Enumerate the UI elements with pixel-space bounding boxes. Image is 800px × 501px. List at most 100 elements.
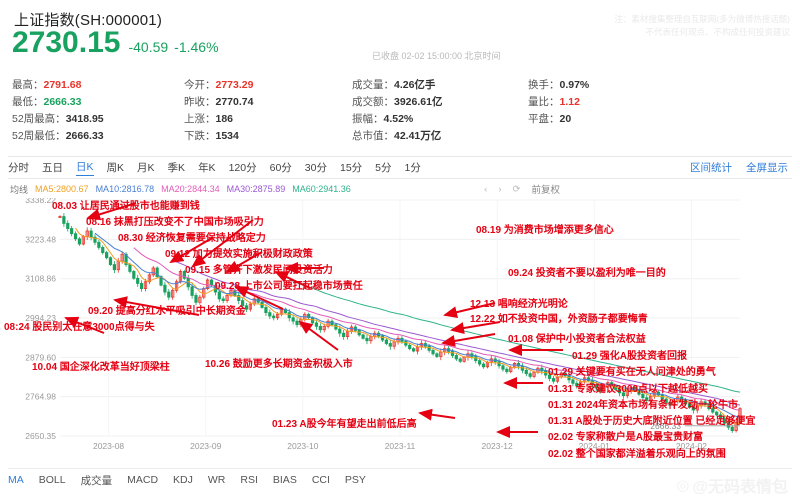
prev-page-icon[interactable]: ‹ [484,183,488,195]
stat-cell: 52周最低：2666.33 [12,129,184,144]
indicator-KDJ[interactable]: KDJ [173,474,193,486]
chart-annotation: 09.24 投资者不要以盈利为唯一目的 [508,268,666,279]
svg-text:3108.86: 3108.86 [25,274,56,284]
chart-annotation: 01.08 保护中小投资者合法权益 [508,334,646,345]
weibo-watermark: ◎ @无码表情包 [676,473,788,497]
weibo-icon: ◎ [676,477,690,494]
period-tab-5分[interactable]: 5分 [375,162,392,174]
chart-annotation: 12.22 如不投资中国，外资肠子都要悔青 [470,314,648,325]
stat-cell: 总市值：42.41万亿 [352,129,528,144]
ma-legend-label: 均线 [10,184,29,195]
chart-annotation: 01.31 A股处于历史大底附近位置 已经足够便宜 [548,416,756,427]
stat-label: 今开： [184,79,216,91]
stat-value: 20 [559,113,572,125]
ma-legend-item: MA60:2941.36 [292,184,351,194]
svg-text:2024-02: 2024-02 [676,441,707,451]
svg-text:2023-12: 2023-12 [482,441,513,451]
range-stats-link[interactable]: 区间统计 [690,162,732,174]
period-tab-15分[interactable]: 15分 [339,162,363,174]
toolbar-right-links: 区间统计 全屏显示 [676,160,788,175]
stat-value: 3926.61亿 [394,96,443,108]
indicator-BOLL[interactable]: BOLL [38,474,66,486]
watermark-text: @无码表情包 [692,479,788,496]
stat-value: 2791.68 [43,79,82,91]
svg-text:2764.98: 2764.98 [25,392,56,402]
period-tab-分时[interactable]: 分时 [8,162,29,174]
period-tab-120分[interactable]: 120分 [228,162,257,174]
ma-legend-item: MA30:2875.89 [226,184,286,194]
next-page-icon[interactable]: › [498,183,502,195]
ma-legend-row: 均线 MA5:2800.67 MA10:2816.78 MA20:2844.34 MA… [10,182,792,196]
stat-cell: 成交量：4.26亿手 [352,78,528,93]
period-tab-五日[interactable]: 五日 [42,162,63,174]
chart-annotation: 01.31 2024年资本市场有条件发动一轮牛市 [548,400,739,411]
stat-value: 0.97% [559,79,590,91]
chart-annotation: 10.26 鼓励更多长期资金积极入市 [205,359,353,370]
period-tab-月K[interactable]: 月K [137,162,155,174]
chart-controls: ‹ › ⟳ 前复权 [484,182,560,197]
quote-stats-grid: 最高：2791.68 今开：2773.29 成交量：4.26亿手 换手：0.97% 最低… [12,78,792,144]
period-tab-1分[interactable]: 1分 [404,162,421,174]
ma-legend-item: MA20:2844.34 [161,184,220,194]
stat-label: 上涨： [184,113,216,125]
stat-cell: 昨收：2770.74 [184,95,352,110]
chart-annotation: 09.12 加力提效实施积极财政政策 [165,249,313,260]
adjust-mode-label[interactable]: 前复权 [531,185,560,196]
svg-text:2879.60: 2879.60 [25,352,56,362]
stat-value: 42.41万亿 [394,130,442,142]
chart-annotation: 01.29 关键要有买在无人问津处的勇气 [548,367,716,378]
stat-value: 3418.95 [65,113,104,125]
chart-annotation: 02.02 整个国家都洋溢着乐观向上的氛围 [548,449,726,460]
chart-annotation: 08.16 抹黑打压改变不了中国市场吸引力 [86,217,264,228]
stat-label: 换手： [528,79,560,91]
indicator-BIAS[interactable]: BIAS [272,474,297,486]
indicator-成交量[interactable]: 成交量 [80,474,113,487]
market-status: 已收盘 02-02 15:00:00 北京时间 [372,51,501,61]
refresh-icon[interactable]: ⟳ [512,183,521,195]
price-block: 2730.15 -40.59 -1.46% [12,28,219,58]
indicator-MA[interactable]: MA [8,474,24,486]
period-tab-季K[interactable]: 季K [167,162,186,174]
period-tab-年K[interactable]: 年K [198,162,216,174]
indicator-PSY[interactable]: PSY [344,474,366,486]
stat-value: 2666.33 [43,96,82,108]
indicator-CCI[interactable]: CCI [311,474,330,486]
chart-annotation: 08.03 让居民通过股市也能赚到钱 [52,201,200,212]
price-change-percent: -1.46% [174,39,219,55]
stat-cell: 今开：2773.29 [184,78,352,93]
stat-value: 1534 [215,130,239,142]
stat-label: 最高： [12,79,44,91]
disclaimer-line-1: 注：素材搜集整理自互联网(多为微博热搜话题) [614,14,790,24]
stat-label: 振幅： [352,113,384,125]
stat-value: 4.52% [383,113,414,125]
chart-annotation: 01.29 强化A股投资者回报 [572,351,688,362]
svg-text:2023-08: 2023-08 [93,441,124,451]
current-price: 2730.15 [12,26,121,59]
period-toolbar: 分时 五日 日K 周K 月K 季K 年K 120分 60分 30分 15分 5分 1分 区间统计 全屏显… [8,156,792,179]
chart-annotation: 08.30 经济恢复需要保持战略定力 [118,233,266,244]
indicator-RSI[interactable]: RSI [240,474,258,486]
fullscreen-link[interactable]: 全屏显示 [746,162,788,174]
period-tab-30分[interactable]: 30分 [304,162,327,174]
period-tab-60分[interactable]: 60分 [269,162,292,174]
stat-label: 成交额： [352,96,394,108]
indicator-WR[interactable]: WR [207,474,226,486]
period-tab-周K[interactable]: 周K [106,162,125,174]
chart-annotation: 08:24 股民别太在意3000点得与失 [4,322,155,333]
stat-cell [528,129,678,144]
period-tab-日K[interactable]: 日K [76,159,94,176]
chart-annotation: 10.04 国企深化改革当好顶梁柱 [32,362,170,373]
stat-label: 52周最低： [12,130,66,142]
indicator-MACD[interactable]: MACD [127,474,159,486]
chart-annotation: 09.28 上市公司要扛起稳市场责任 [215,281,363,292]
stat-label: 昨收： [184,96,216,108]
svg-text:2024-01: 2024-01 [579,441,610,451]
stat-value: 2773.29 [215,79,254,91]
stat-cell: 量比：1.12 [528,95,678,110]
svg-text:3338.22: 3338.22 [25,198,56,205]
stat-label: 下跌： [184,130,216,142]
indicator-toolbar: MA BOLL 成交量 MACD KDJ WR RSI BIAS CCI PSY [8,468,792,491]
ma-legend-item: MA5:2800.67 [35,184,89,194]
page-title: 上证指数(SH:000001) [14,12,163,29]
